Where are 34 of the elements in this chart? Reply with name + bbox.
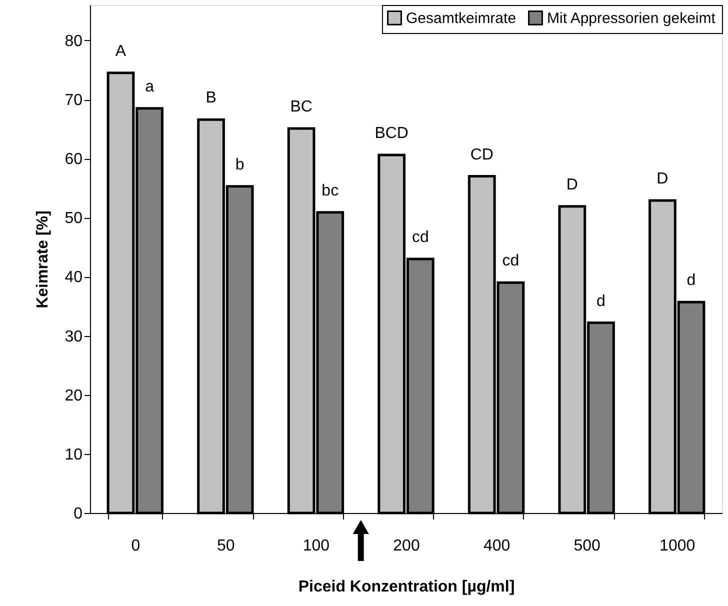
x-tick-label: 500 (574, 538, 601, 554)
annotation: B (206, 90, 216, 107)
annotation: BCD (374, 125, 408, 142)
annotation: CD (470, 146, 494, 164)
x-axis-title: Piceid Konzentration [µg/ml] (298, 578, 515, 596)
y-tick-label: 50 (64, 210, 83, 228)
y-tick-label: 80 (64, 32, 83, 50)
annotation: cd (502, 252, 520, 270)
annotation: a (145, 78, 154, 96)
x-tick-label: 100 (302, 538, 330, 554)
y-axis-title: Keimrate [%] (34, 210, 52, 308)
y-tick-label: 20 (64, 387, 83, 404)
x-tick-label: 50 (217, 538, 235, 554)
annotation: d (596, 292, 606, 310)
x-tick-label: 200 (393, 538, 420, 554)
x-tick-label: 1000 (660, 538, 696, 554)
annotation: b (235, 156, 244, 174)
annotation: cd (412, 229, 429, 246)
legend-label: Gesamtkeimrate (406, 10, 516, 27)
y-tick-label: 40 (64, 269, 83, 286)
annotation: bc (322, 182, 339, 200)
annotation: D (656, 170, 668, 188)
annotation: D (566, 176, 578, 194)
legend-label: Mit Appressorien gekeimt (547, 10, 716, 27)
x-tick-label: 0 (131, 538, 140, 554)
y-tick-label: 30 (64, 328, 83, 346)
annotation: d (686, 272, 696, 290)
annotation: BC (290, 98, 312, 116)
annotation: A (115, 42, 126, 60)
y-tick-label: 0 (74, 506, 83, 522)
y-tick-label: 60 (64, 151, 83, 168)
x-tick-label: 400 (483, 538, 510, 554)
y-tick-label: 10 (64, 446, 83, 464)
y-tick-label: 70 (64, 92, 83, 110)
